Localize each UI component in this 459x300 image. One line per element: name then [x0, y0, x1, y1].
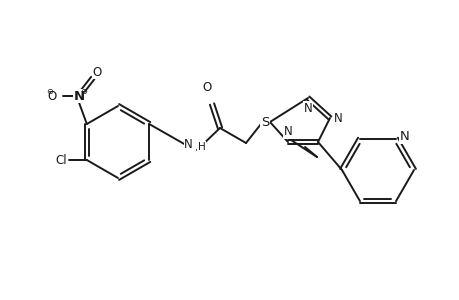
Text: O: O: [92, 65, 101, 79]
Text: N: N: [184, 137, 193, 151]
Text: ⊕: ⊕: [80, 86, 87, 95]
Text: N: N: [303, 102, 312, 115]
Text: N: N: [333, 112, 342, 124]
Text: N: N: [73, 89, 84, 103]
Text: S: S: [260, 116, 269, 128]
Text: ⊖: ⊖: [46, 86, 53, 95]
Text: Cl: Cl: [55, 154, 67, 166]
Text: N: N: [399, 130, 409, 143]
Text: N: N: [283, 125, 292, 138]
Text: O: O: [47, 89, 57, 103]
Text: O: O: [202, 81, 211, 94]
Text: H: H: [197, 142, 205, 152]
